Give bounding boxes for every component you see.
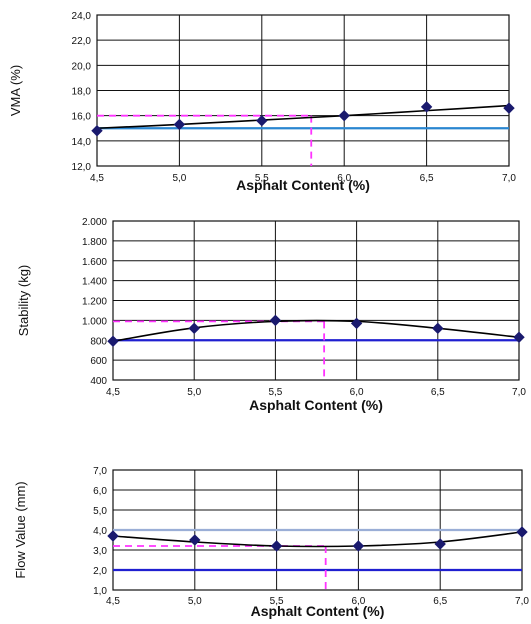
x-tick-label: 7,0 bbox=[502, 173, 516, 184]
chart-panel-2: 400 600 800 1.000 1.200 1.400 1.600 1.800 2.000 4… bbox=[16, 217, 526, 413]
data-point-marker bbox=[188, 322, 200, 335]
y-tick-label: 12,0 bbox=[72, 162, 92, 173]
plot-frame bbox=[96, 14, 510, 167]
y-tick-label: 1.200 bbox=[82, 297, 107, 308]
data-point-marker bbox=[516, 526, 528, 538]
y-tick-label: 1.600 bbox=[82, 257, 107, 268]
data-point-marker bbox=[432, 322, 444, 335]
x-tick-label: 6,5 bbox=[431, 387, 445, 398]
y-tick-label: 1.400 bbox=[82, 277, 107, 288]
x-tick-label: 6,0 bbox=[337, 173, 351, 184]
x-tick-label: 5,0 bbox=[188, 596, 202, 607]
x-tick-label: 5,5 bbox=[255, 173, 269, 184]
trend-curve bbox=[112, 319, 520, 343]
y-tick-label: 2,0 bbox=[93, 566, 107, 577]
y-tick-label: 7,0 bbox=[93, 466, 107, 477]
y-tick-label: 1.000 bbox=[82, 316, 107, 327]
data-point-marker bbox=[173, 118, 186, 131]
x-axis-label: Asphalt Content (%) bbox=[236, 177, 370, 193]
data-point-marker bbox=[107, 530, 119, 542]
data-point-marker bbox=[352, 540, 365, 552]
x-tick-label: 4,5 bbox=[90, 173, 104, 184]
data-point-marker bbox=[338, 109, 350, 122]
y-tick-label: 1,0 bbox=[93, 586, 107, 597]
plot-frame bbox=[112, 220, 520, 381]
x-axis-label: Asphalt Content (%) bbox=[251, 603, 385, 619]
y-axis-label: Stability (kg) bbox=[16, 265, 31, 337]
y-tick-label: 1.800 bbox=[82, 237, 107, 248]
y-tick-label: 5,0 bbox=[93, 506, 107, 517]
x-tick-label: 5,0 bbox=[172, 173, 186, 184]
data-point-marker bbox=[189, 534, 201, 546]
trend-curve bbox=[112, 531, 523, 548]
data-point-marker bbox=[350, 317, 363, 330]
data-point-marker bbox=[107, 335, 119, 347]
y-tick-label: 3,0 bbox=[93, 546, 107, 557]
y-tick-label: 800 bbox=[90, 336, 107, 347]
y-tick-label: 22,0 bbox=[72, 36, 92, 47]
x-axis-label: Asphalt Content (%) bbox=[249, 397, 383, 413]
y-tick-label: 20,0 bbox=[72, 61, 92, 72]
chart-panel-3: 1,0 2,0 3,0 4,0 5,0 6,0 7,0 4,5 5,0 5,5 6,0 6,5 7,0 A… bbox=[13, 466, 529, 619]
y-tick-label: 600 bbox=[90, 356, 107, 367]
data-point-marker bbox=[91, 125, 103, 137]
data-point-marker bbox=[270, 540, 283, 552]
y-tick-label: 18,0 bbox=[72, 87, 92, 98]
y-tick-label: 14,0 bbox=[72, 137, 92, 148]
x-tick-label: 7,0 bbox=[515, 596, 529, 607]
chart-panel-1: 12,0 14,0 16,0 18,0 20,0 22,0 24,0 4,5 5,0 5,5 6,0… bbox=[8, 11, 516, 193]
x-tick-label: 5,5 bbox=[268, 387, 282, 398]
data-point-marker bbox=[503, 102, 515, 114]
data-point-marker bbox=[269, 314, 282, 327]
x-tick-label: 6,5 bbox=[420, 173, 434, 184]
y-tick-label: 400 bbox=[90, 376, 107, 387]
x-tick-label: 5,0 bbox=[187, 387, 201, 398]
x-tick-label: 6,0 bbox=[351, 596, 365, 607]
data-point-marker bbox=[420, 101, 433, 113]
x-tick-label: 4,5 bbox=[106, 596, 120, 607]
x-tick-label: 5,5 bbox=[270, 596, 284, 607]
data-point-marker bbox=[513, 331, 525, 343]
data-point-marker bbox=[256, 114, 268, 127]
y-axis-label: Flow Value (mm) bbox=[13, 481, 28, 578]
y-tick-label: 4,0 bbox=[93, 526, 107, 537]
trend-curve bbox=[96, 104, 510, 130]
y-tick-label: 6,0 bbox=[93, 486, 107, 497]
x-tick-label: 6,5 bbox=[433, 596, 447, 607]
x-tick-label: 7,0 bbox=[512, 387, 526, 398]
data-point-marker bbox=[434, 538, 446, 550]
x-tick-label: 4,5 bbox=[106, 387, 120, 398]
x-tick-label: 6,0 bbox=[350, 387, 364, 398]
y-tick-label: 24,0 bbox=[72, 11, 92, 22]
y-tick-label: 16,0 bbox=[72, 112, 92, 123]
y-tick-label: 2.000 bbox=[82, 217, 107, 228]
y-axis-label: VMA (%) bbox=[8, 65, 23, 116]
